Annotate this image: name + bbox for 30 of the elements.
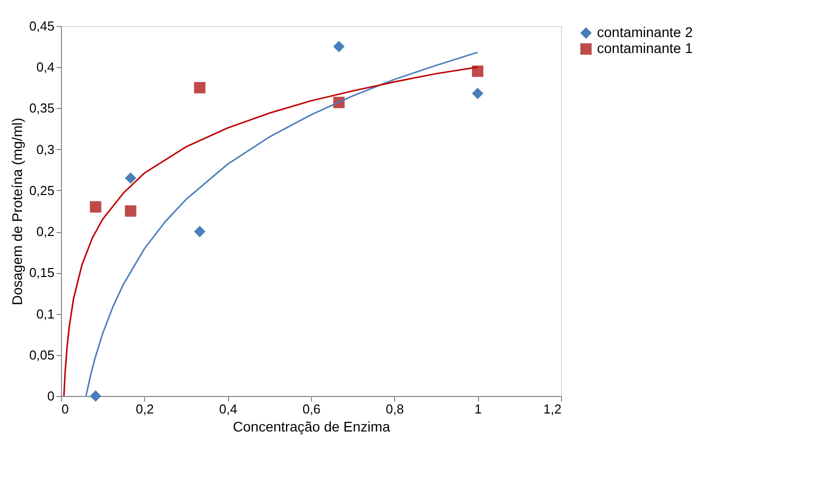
y-axis-title: Dosagem de Proteína (mg/ml) xyxy=(9,118,26,306)
y-tick-label: 0,3 xyxy=(36,142,54,157)
point xyxy=(472,66,484,77)
y-tick-label: 0,2 xyxy=(36,224,54,240)
y-tick-label: 0,4 xyxy=(36,60,54,75)
point xyxy=(333,40,345,52)
x-tick-label: 0 xyxy=(62,402,69,416)
x-tick-label: 0,8 xyxy=(386,402,404,416)
y-tick-label: 0,05 xyxy=(29,347,54,362)
x-tick-label: 0,2 xyxy=(136,402,154,416)
y-tick-label: 0,15 xyxy=(29,265,54,280)
y-tick-label: 0,25 xyxy=(29,182,54,198)
point xyxy=(90,390,102,402)
x-tick-label: 1,2 xyxy=(543,402,562,416)
x-tick-label: 0,4 xyxy=(219,402,238,416)
x-tick-label: 0,6 xyxy=(302,402,321,416)
point xyxy=(194,82,206,94)
y-tick-label: 0,35 xyxy=(29,100,54,116)
point xyxy=(472,88,484,100)
legend-label: contaminante 2 xyxy=(597,24,693,40)
point xyxy=(194,226,206,238)
y-tick-label: 0,45 xyxy=(29,18,54,34)
legend-label: contaminante 1 xyxy=(597,40,693,56)
y-tick-label: 0 xyxy=(47,388,54,404)
point xyxy=(90,201,102,213)
x-axis-title: Concentração de Enzima xyxy=(232,418,390,434)
x-tick-label: 1 xyxy=(474,402,482,416)
point xyxy=(124,205,136,217)
point xyxy=(124,172,136,184)
y-tick-label: 0,1 xyxy=(36,306,54,322)
